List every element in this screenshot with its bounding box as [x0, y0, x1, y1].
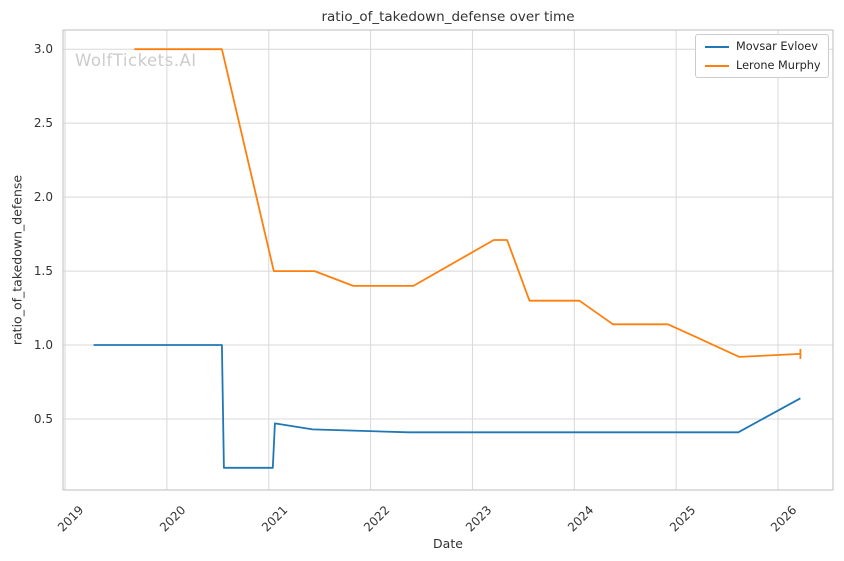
legend-line-swatch-lerone-murphy	[705, 64, 729, 67]
y-tick-label: 1.0	[33, 338, 53, 353]
watermark: WolfTickets.AI	[75, 51, 197, 70]
series-line-movsar-evloev	[93, 344, 801, 469]
series-line-lerone-murphy	[134, 48, 801, 358]
y-tick-label: 1.5	[33, 264, 53, 279]
plot-frame	[62, 29, 834, 491]
legend-label-lerone-murphy: Lerone Murphy	[736, 59, 821, 72]
y-tick-label: 2.0	[33, 190, 53, 205]
legend: Movsar Evloev Lerone Murphy	[695, 34, 829, 78]
y-tick-label: 0.5	[33, 412, 53, 426]
y-tick-label: 2.5	[33, 116, 53, 131]
legend-entry-movsar-evloev: Movsar Evloev	[705, 39, 821, 54]
legend-entry-lerone-murphy: Lerone Murphy	[705, 58, 821, 73]
chart-title: ratio_of_takedown_defense over time	[321, 9, 575, 25]
legend-label-movsar-evloev: Movsar Evloev	[736, 40, 818, 53]
x-axis-label: Date	[433, 536, 463, 551]
y-tick-label: 3.0	[33, 42, 53, 57]
legend-line-swatch-movsar-evloev	[705, 45, 729, 48]
